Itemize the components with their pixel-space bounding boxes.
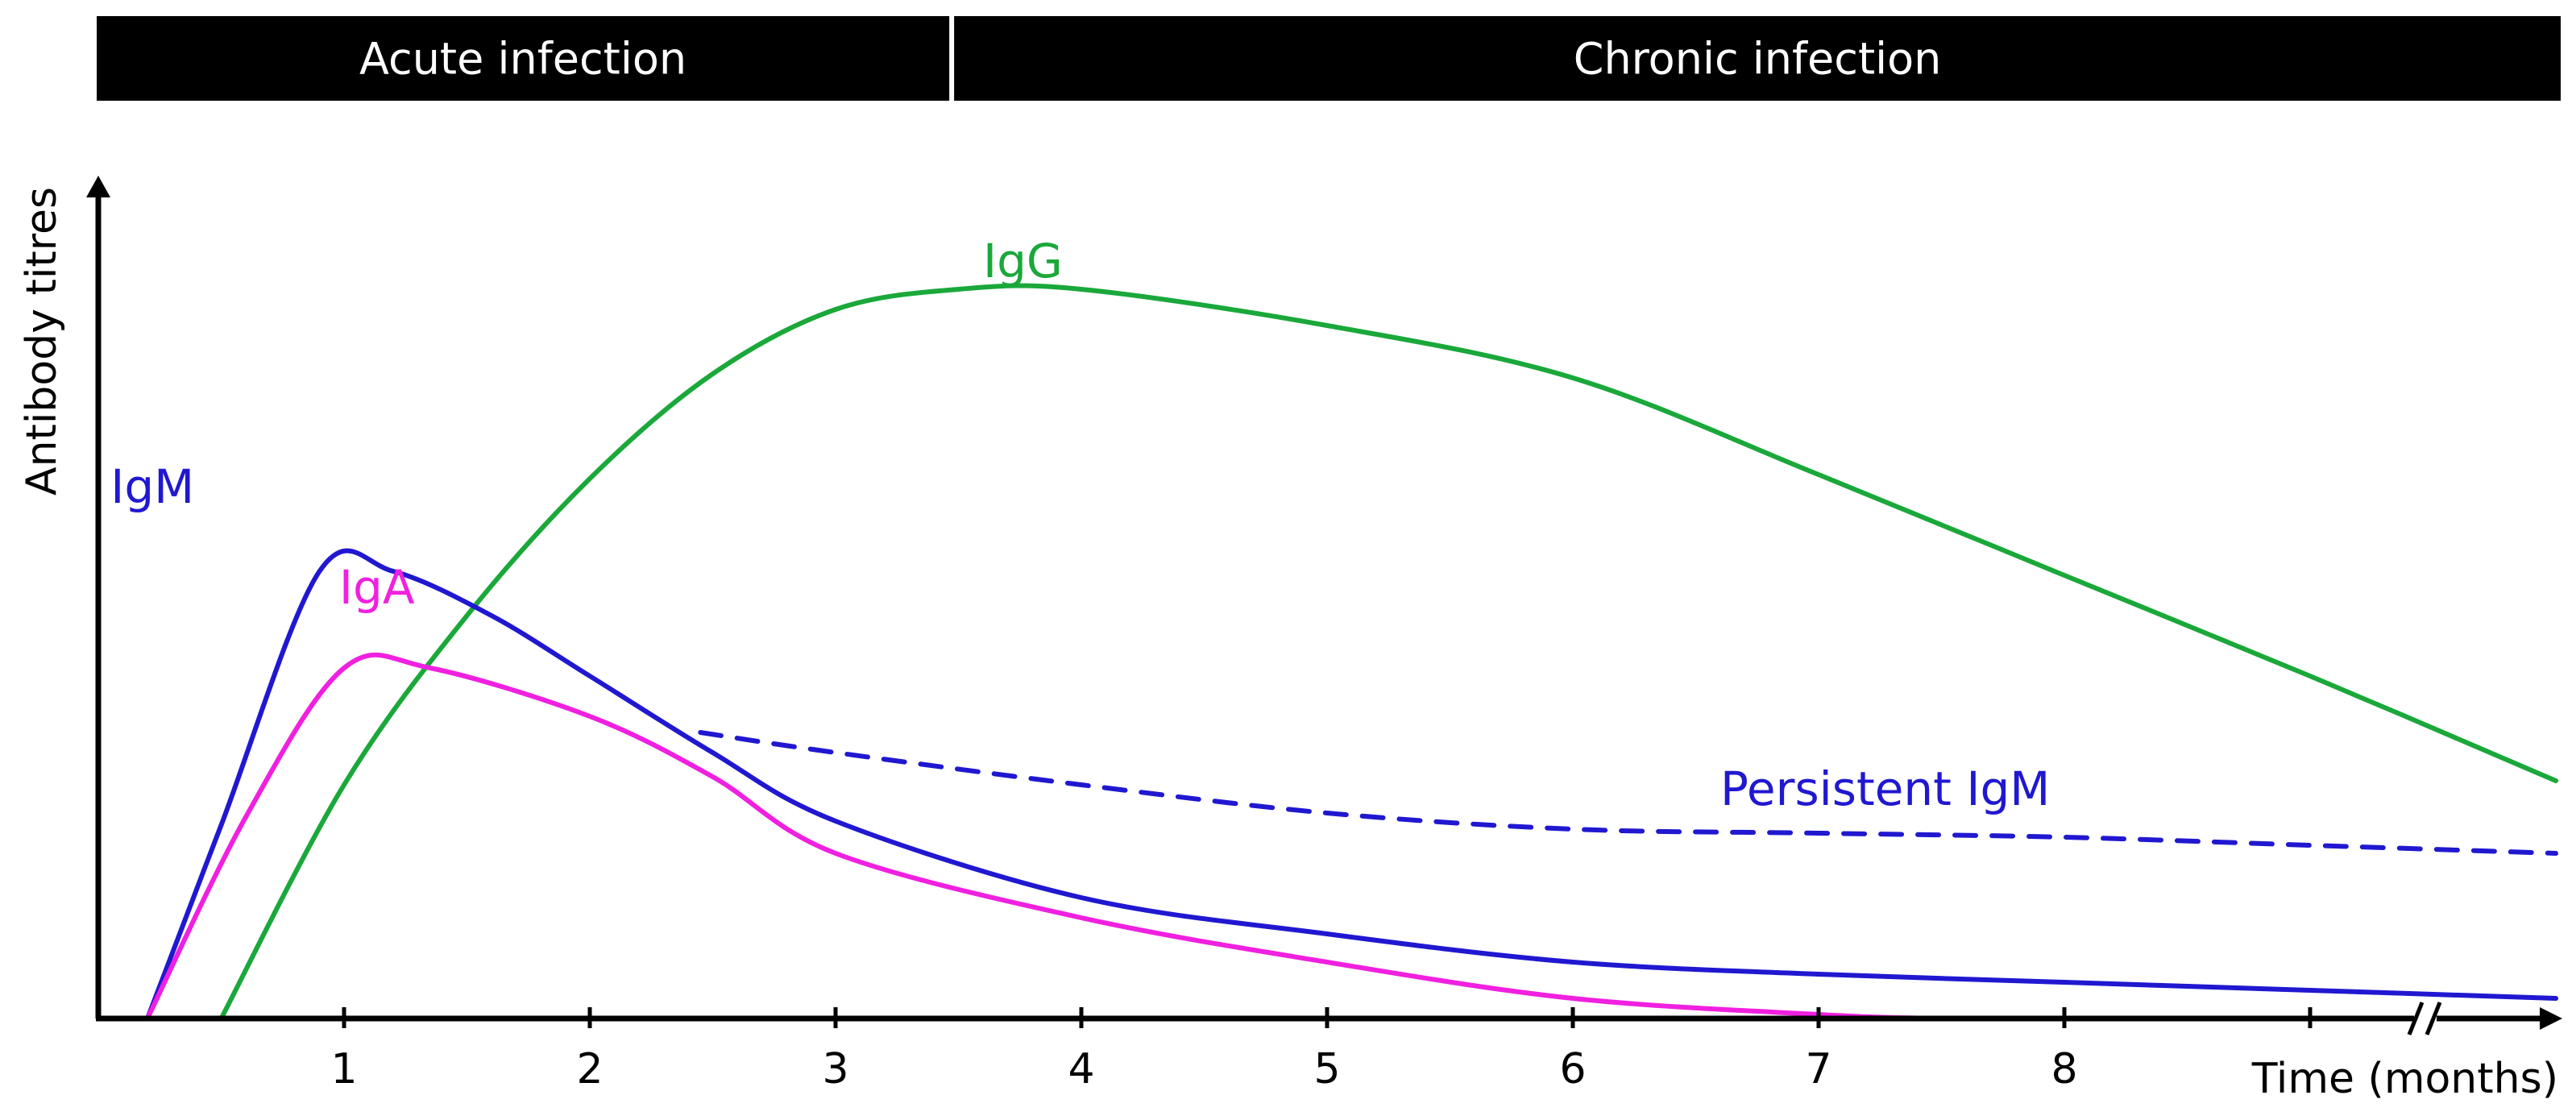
x-tick-label: 2 [576,1045,603,1093]
x-axis-arrow-icon [2540,1007,2562,1030]
x-tick-label: 1 [330,1045,357,1093]
series-line-iga [145,652,2067,1022]
x-ticks: 1 2 3 4 5 6 7 8 [330,1007,2313,1093]
series-label-persistent-igm: Persistent IgM [1720,761,2050,816]
axis-break-icon [2407,1002,2425,1035]
series-labels: IgG IgM IgA Persistent IgM [110,234,2050,816]
x-tick-label: 3 [822,1045,848,1093]
x-tick-label: 8 [2051,1045,2077,1093]
series-lines [145,283,2558,1022]
x-tick-label: 7 [1805,1045,1831,1093]
series-line-persistent-igm [698,730,2558,856]
x-tick-label: 5 [1313,1045,1340,1093]
series-label-igm: IgM [110,459,194,514]
phase-block-1 [954,16,2561,101]
series-line-igm [145,548,2558,1021]
y-axis-label: Antibody titres [18,187,66,496]
series-line-igg [218,283,2558,1021]
series-label-igg: IgG [983,234,1063,288]
x-tick-label: 6 [1559,1045,1586,1093]
x-axis-label: Time (months) [2251,1055,2558,1103]
x-tick-label: 4 [1068,1045,1094,1093]
axis-break-icon [2425,1002,2442,1035]
axes: 1 2 3 4 5 6 7 8 Antibody titres Time (months) [18,176,2562,1103]
series-label-iga: IgA [339,560,415,615]
y-axis-arrow-icon [86,176,110,197]
phase-block-0 [97,16,950,101]
phase-label-0: Acute infection [359,34,687,85]
phase-bar: Acute infection Chronic infection [97,16,2561,101]
phase-label-1: Chronic infection [1574,34,1942,85]
